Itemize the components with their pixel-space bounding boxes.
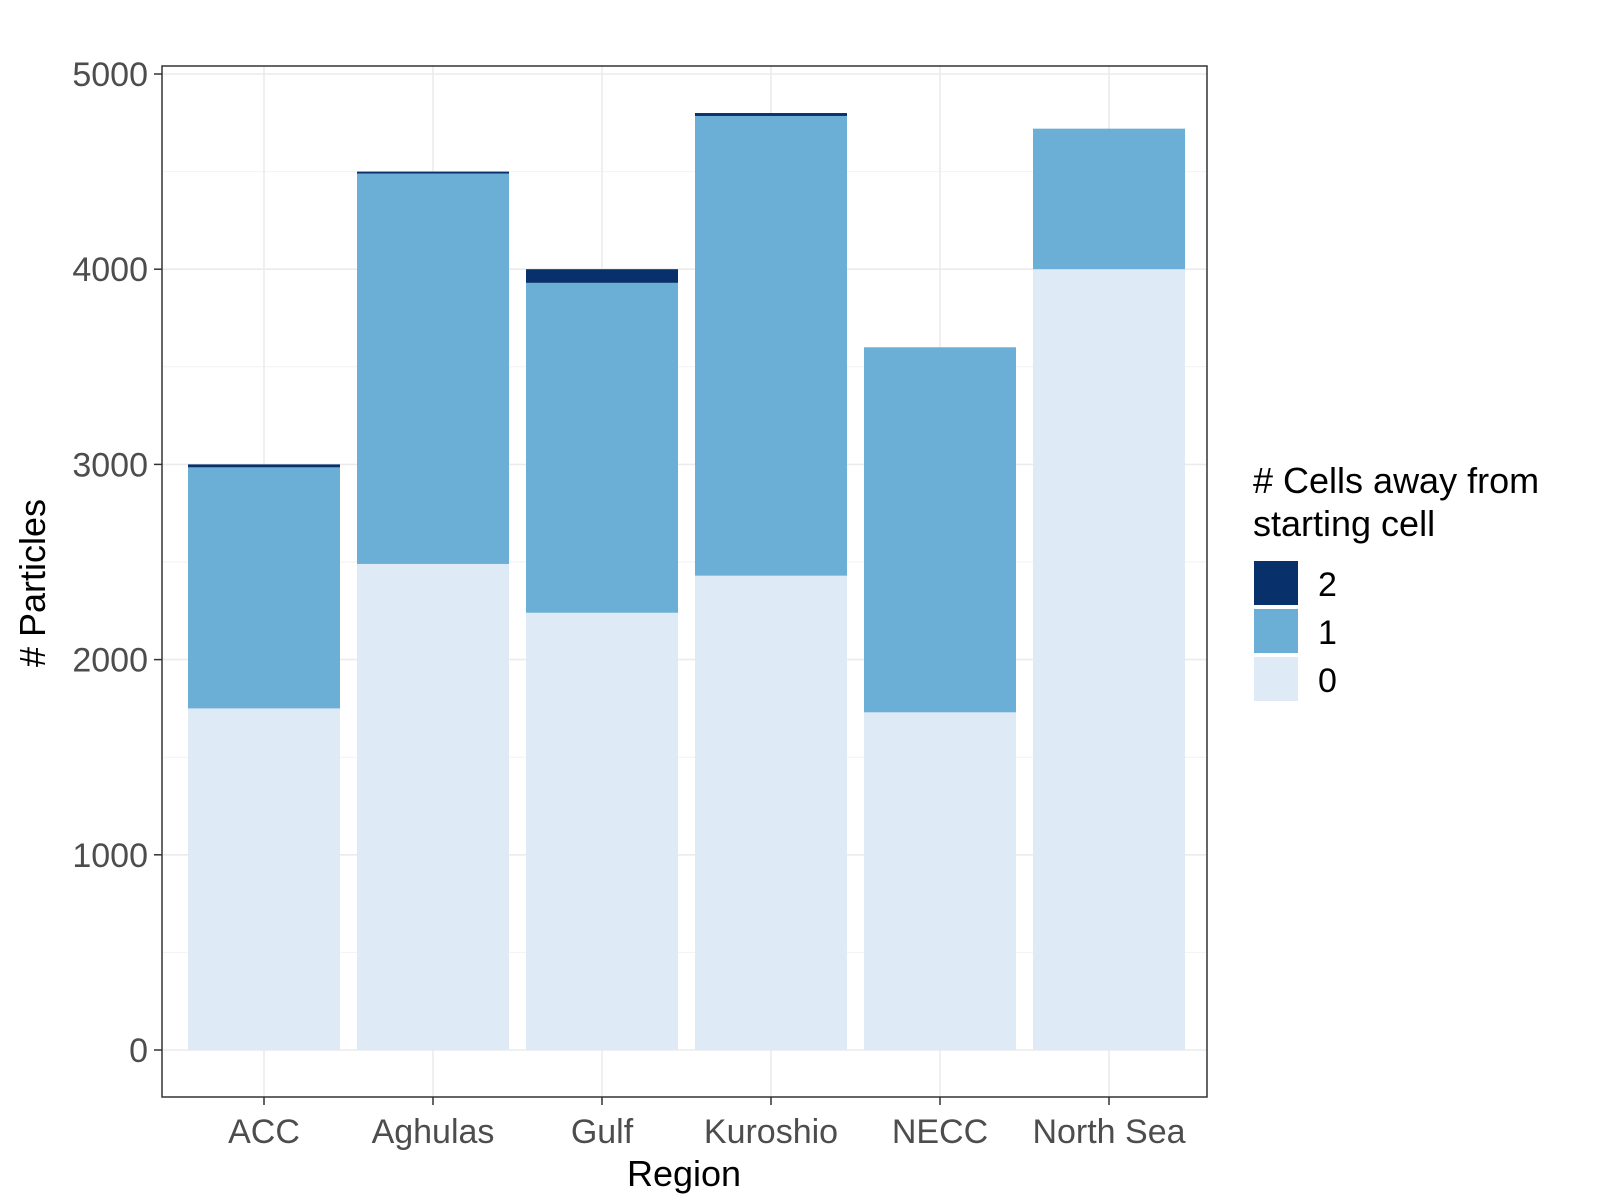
x-axis: ACC Aghulas Gulf Kuroshio NECC North Sea	[228, 1097, 1186, 1151]
legend-label-0: 0	[1318, 662, 1337, 700]
bar-segment-kuroshio-series-0	[695, 575, 847, 1050]
bars	[188, 113, 1185, 1050]
plot-panel-border	[161, 65, 1208, 1098]
bar-segment-aghulas-series-1	[357, 173, 509, 564]
bar-segment-necc-series-0	[864, 712, 1016, 1050]
y-tick-label: 4000	[72, 251, 148, 289]
x-tick-label: NECC	[892, 1113, 988, 1151]
x-tick-label: Aghulas	[372, 1113, 495, 1151]
legend-title-line-2: starting cell	[1253, 503, 1435, 544]
bar-segment-aghulas-series-0	[357, 563, 509, 1050]
bar-segment-gulf-series-2	[526, 269, 678, 283]
y-axis: 0 1000 2000 3000 4000 5000	[72, 56, 162, 1070]
legend: # Cells away from starting cell 2 1 0	[1253, 460, 1539, 701]
bar-segment-gulf-series-0	[526, 612, 678, 1050]
legend-label-2: 2	[1318, 566, 1337, 604]
legend-label-1: 1	[1318, 614, 1337, 652]
bar-segment-gulf-series-1	[526, 282, 678, 613]
y-tick-label: 3000	[72, 446, 148, 484]
bar-segment-north-sea-series-0	[1033, 269, 1185, 1050]
bar-segment-kuroshio-series-2	[695, 113, 847, 116]
y-tick-label: 2000	[72, 642, 148, 680]
x-tick-label: ACC	[228, 1113, 300, 1151]
x-tick-label: Gulf	[571, 1113, 634, 1151]
bar-segment-acc-series-0	[188, 708, 340, 1050]
legend-key-2	[1254, 561, 1298, 605]
bar-segment-necc-series-1	[864, 347, 1016, 713]
bar-segment-acc-series-1	[188, 467, 340, 709]
bar-segment-kuroshio-series-1	[695, 115, 847, 576]
legend-key-0	[1254, 657, 1298, 701]
bar-segment-aghulas-series-2	[357, 171, 509, 174]
x-tick-label: North Sea	[1032, 1113, 1185, 1151]
y-tick-label: 5000	[72, 56, 148, 94]
bar-segment-north-sea-series-1	[1033, 128, 1185, 270]
y-axis-title: # Particles	[12, 499, 53, 667]
y-tick-label: 1000	[72, 837, 148, 875]
legend-key-1	[1254, 609, 1298, 653]
y-tick-label: 0	[129, 1032, 148, 1070]
bar-segment-acc-series-2	[188, 464, 340, 468]
x-axis-title: Region	[627, 1153, 741, 1194]
legend-title-line-1: # Cells away from	[1253, 460, 1539, 501]
x-tick-label: Kuroshio	[704, 1113, 838, 1151]
